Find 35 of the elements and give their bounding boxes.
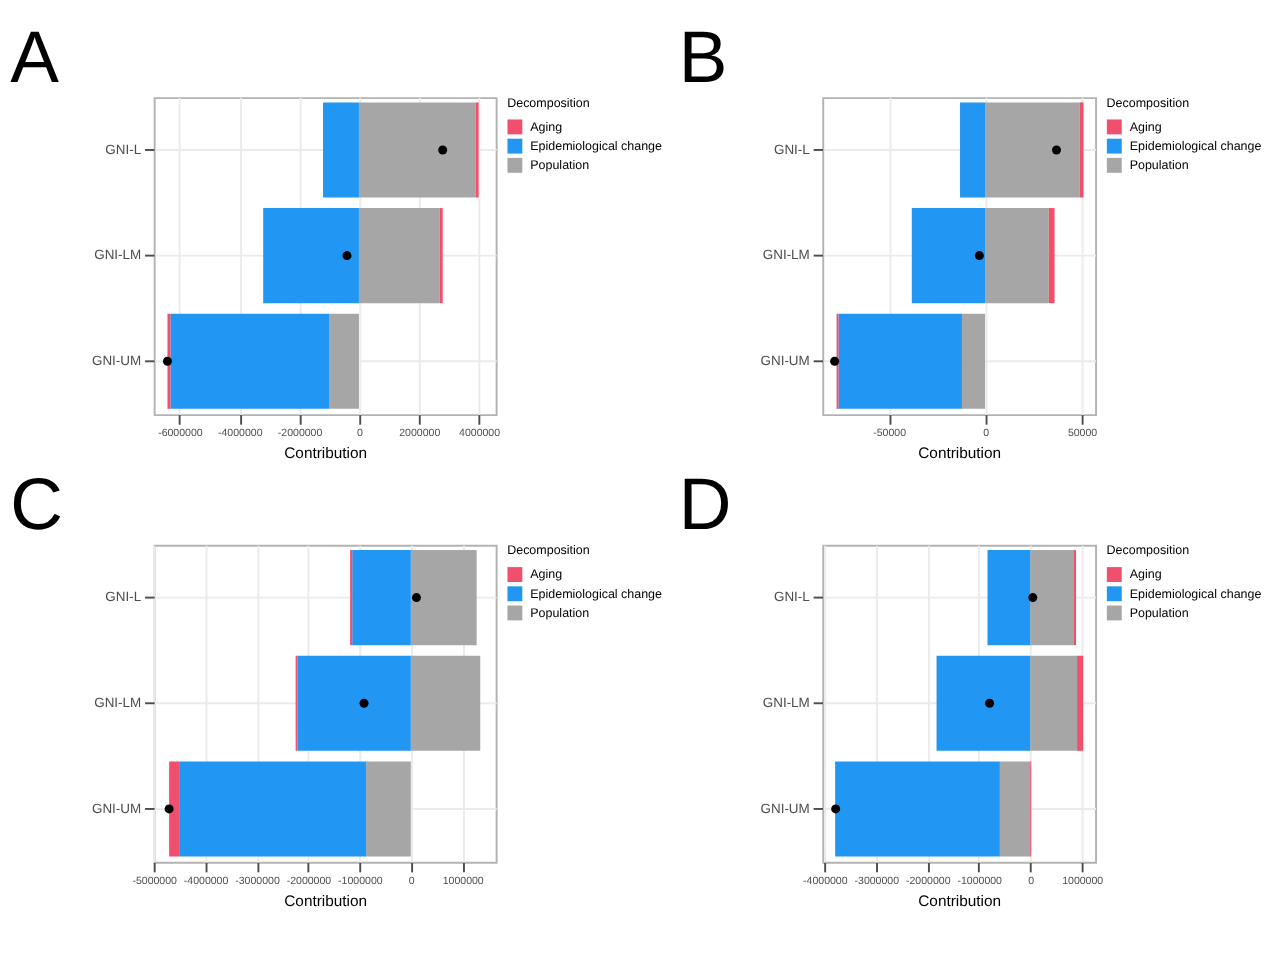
chart-title: D bbox=[678, 463, 732, 546]
chart-title: A bbox=[10, 15, 61, 98]
bar bbox=[170, 313, 330, 409]
x-axis-title: Contribution bbox=[918, 444, 1002, 463]
bar bbox=[987, 550, 1031, 646]
bar bbox=[985, 208, 1049, 304]
bar bbox=[835, 761, 1000, 857]
x-axis-title: Contribution bbox=[284, 891, 368, 910]
bar bbox=[410, 550, 477, 646]
bar bbox=[1030, 655, 1078, 751]
x-axis-title: Contribution bbox=[918, 891, 1002, 910]
bar bbox=[329, 313, 359, 409]
bar bbox=[1030, 550, 1074, 646]
x-axis-title: Contribution bbox=[284, 444, 368, 463]
bar bbox=[1048, 208, 1055, 304]
bar bbox=[179, 761, 367, 857]
bar bbox=[169, 761, 180, 857]
bar bbox=[352, 550, 411, 646]
bar bbox=[323, 102, 359, 198]
bar bbox=[366, 761, 411, 857]
bar bbox=[911, 208, 986, 304]
bar bbox=[985, 102, 1080, 198]
bar bbox=[410, 655, 481, 751]
bar bbox=[358, 102, 476, 198]
bar bbox=[1077, 655, 1084, 751]
bar bbox=[936, 655, 1031, 751]
chart-title: C bbox=[10, 463, 63, 546]
bar bbox=[838, 313, 962, 409]
bar bbox=[960, 102, 986, 198]
chart-title: B bbox=[678, 15, 728, 98]
bar bbox=[263, 208, 359, 304]
bar bbox=[358, 208, 440, 304]
bar bbox=[961, 313, 986, 409]
bar bbox=[999, 761, 1031, 857]
bar bbox=[297, 655, 411, 751]
